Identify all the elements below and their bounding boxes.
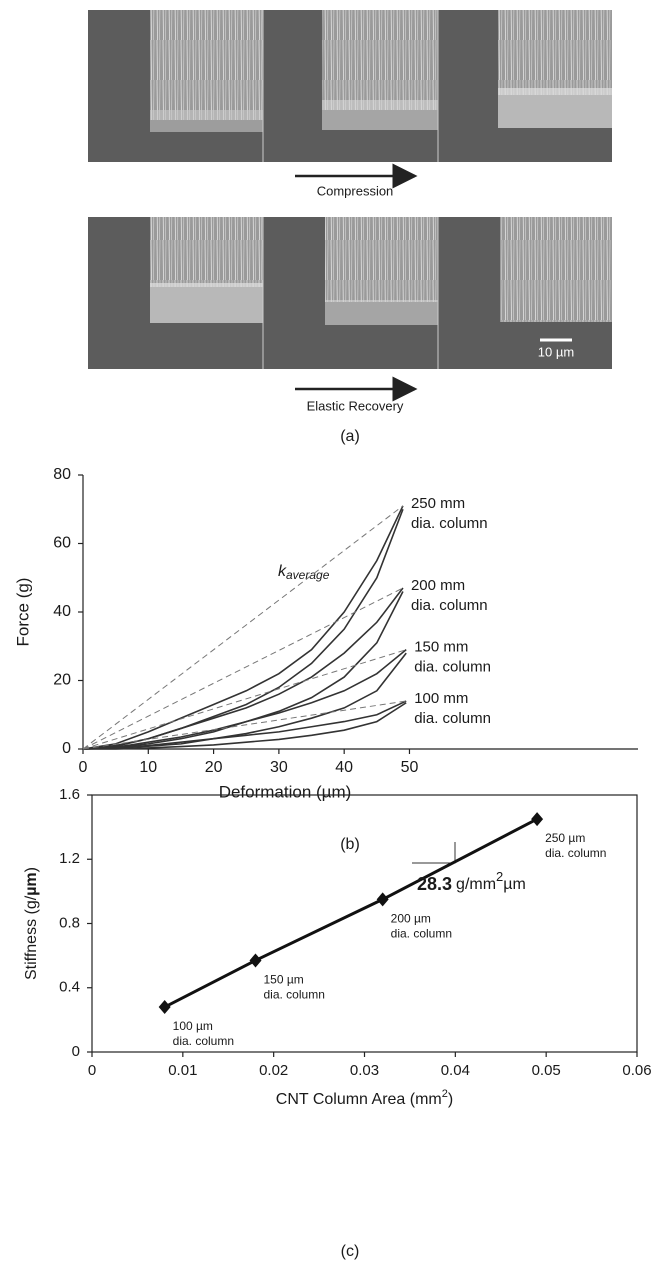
x-tick-label: 0.05: [532, 1062, 561, 1079]
y-tick-label: 20: [53, 672, 71, 689]
y-label-tail: ): [23, 867, 40, 872]
force-curve: [82, 505, 404, 750]
x-tick-label: 0.03: [350, 1062, 379, 1079]
k-sub: average: [286, 568, 330, 582]
point-label: 100 µm dia. column: [173, 1019, 234, 1048]
curve-label: 150 mm dia. column: [414, 639, 491, 676]
y-tick-label: 0: [72, 1043, 80, 1060]
sem-row-2: 10 µm: [88, 217, 612, 369]
curve-label-line: 100 mm: [414, 690, 468, 707]
data-point: [249, 953, 262, 968]
curve-label: 200 mm dia. column: [411, 577, 488, 614]
slope-value: 28.3: [417, 874, 452, 894]
y-tick-label: 60: [53, 535, 71, 552]
k-average-label: kaverage: [278, 563, 330, 582]
compression-label: Compression: [317, 183, 394, 198]
x-label-text: CNT Column Area (mm: [276, 1091, 442, 1108]
y-tick-label: 1.6: [59, 786, 80, 803]
point-label-line: 250 µm: [545, 831, 585, 845]
data-point: [158, 1000, 171, 1015]
y-tick-label: 0: [62, 740, 71, 757]
sem-images: 10 µm Compression Elastic Recovery (a): [88, 10, 612, 445]
point-label-line: dia. column: [391, 927, 452, 941]
scale-bar-label: 10 µm: [538, 344, 574, 359]
slope-sup: 2: [496, 869, 503, 884]
caption: (c): [341, 1243, 360, 1260]
point-label-line: dia. column: [545, 846, 606, 860]
slope-label: 28.3 g/mm2µm: [417, 869, 526, 893]
k-line: [82, 700, 407, 750]
y-label-text: Stiffness (g/: [23, 895, 40, 980]
y-tick-label: 0.8: [59, 914, 80, 931]
x-tick-label: 0.06: [622, 1062, 651, 1079]
point-label-line: 100 µm: [173, 1019, 213, 1033]
y-label-bold: µm: [23, 872, 40, 895]
slope-unit: g/mm: [456, 876, 496, 893]
slope-tail: µm: [503, 876, 526, 893]
slope-triangle: [412, 842, 456, 864]
recovery-label: Elastic Recovery: [307, 398, 404, 413]
point-label-line: 200 µm: [391, 912, 431, 926]
point-label-line: dia. column: [264, 988, 325, 1002]
y-axis-label: Stiffness (g/µm): [23, 867, 40, 980]
curve-label-line: 250 mm: [411, 495, 465, 512]
x-tick-label: 0: [79, 759, 88, 776]
force-curve: [82, 649, 407, 750]
curve-label-line: dia. column: [411, 515, 488, 532]
curve-label: 250 mm dia. column: [411, 495, 488, 532]
caption: (a): [340, 428, 360, 445]
k-base: k: [278, 563, 287, 580]
fit-line: [163, 817, 538, 1009]
x-tick-label: 0.04: [441, 1062, 470, 1079]
k-line: [82, 505, 404, 750]
y-tick-label: 40: [53, 603, 71, 620]
curve-label: 100 mm dia. column: [414, 690, 491, 727]
x-tick-label: 20: [205, 759, 223, 776]
x-label-tail: ): [448, 1091, 453, 1108]
x-axis-label: Deformation (µm): [219, 782, 352, 801]
point-label: 200 µm dia. column: [391, 912, 452, 941]
x-axis-label: CNT Column Area (mm2): [276, 1088, 453, 1108]
x-tick-label: 0.01: [168, 1062, 197, 1079]
force-curve: [82, 700, 407, 750]
curve-label-line: dia. column: [414, 710, 491, 727]
point-label-line: 150 µm: [264, 973, 304, 987]
x-tick-label: 0: [88, 1062, 96, 1079]
data-point: [376, 892, 389, 907]
curve-label-line: dia. column: [411, 597, 488, 614]
force-curve: [82, 508, 404, 750]
caption: (b): [340, 836, 360, 853]
x-tick-label: 0.02: [259, 1062, 288, 1079]
curve-label-line: 150 mm: [414, 639, 468, 656]
sem-row-1: [88, 10, 612, 162]
k-line: [82, 649, 407, 750]
point-label: 150 µm dia. column: [264, 973, 325, 1002]
curve-label-line: 200 mm: [411, 577, 465, 594]
point-label-line: dia. column: [173, 1034, 234, 1048]
y-tick-label: 1.2: [59, 850, 80, 867]
data-point: [531, 812, 544, 827]
x-tick-label: 40: [335, 759, 353, 776]
force-curve: [83, 702, 407, 750]
x-tick-label: 10: [139, 759, 157, 776]
y-tick-label: 0.4: [59, 979, 80, 996]
x-label-sup: 2: [442, 1088, 448, 1100]
y-axis-label: Force (g): [13, 578, 32, 647]
x-tick-label: 50: [401, 759, 419, 776]
point-label: 250 µm dia. column: [545, 831, 606, 860]
curve-label-line: dia. column: [414, 659, 491, 676]
x-tick-label: 30: [270, 759, 288, 776]
y-tick-label: 80: [53, 466, 71, 483]
